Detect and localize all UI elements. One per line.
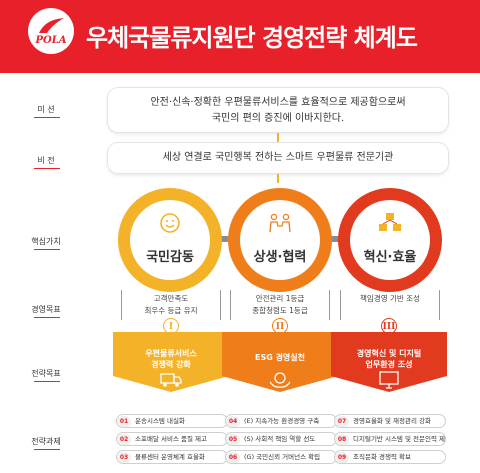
label-underline [34, 249, 60, 250]
core-value-label: 혁신·효율 [363, 250, 417, 265]
label-strategic-goals: 전략목표 [31, 369, 61, 378]
logo-text: POLA [35, 35, 67, 46]
task-item: 05 (S) 사회적 책임 역할 선도 [225, 432, 337, 446]
cubes-icon [379, 213, 401, 231]
core-value-label: 국민감동 [146, 250, 194, 265]
label-underline [34, 317, 60, 318]
label-management-goals: 경영목표 [31, 305, 61, 314]
management-goal-2: 안전관리 1등급 종합청렴도 1등급 [230, 290, 330, 320]
label-underline [34, 117, 60, 118]
task-item: 01 운송시스템 내실화 [116, 414, 228, 428]
label-mission: 미 션 [37, 105, 55, 114]
esg-hands-icon [269, 372, 291, 388]
people-icon [269, 213, 291, 233]
strategic-goal-1: 우편물류서비스 경쟁력 강화 [113, 332, 229, 376]
connector-line [277, 174, 279, 183]
core-value-circle-2: 상생·협력 [228, 188, 332, 292]
core-value-circle-3: 혁신·효율 [338, 188, 442, 292]
task-item: 04 (E) 지속가능 환경경영 구축 [225, 414, 337, 428]
mission-box: 안전·신속·정확한 우편물류서비스를 효율적으로 제공함으로써 국민의 편의 증… [108, 88, 448, 132]
monitor-icon [379, 371, 399, 389]
pola-logo: POLA [28, 8, 74, 54]
management-goal-3: 책임경영 기반 조성 [340, 290, 440, 320]
core-value-label: 상생·협력 [253, 250, 307, 265]
task-item: 02 소포배달 서비스 품질 제고 [116, 432, 228, 446]
header-bar: POLA 우체국물류지원단 경영전략 체계도 [0, 0, 480, 73]
task-item: 07 경영효율화 및 재정관리 강화 [334, 414, 446, 428]
management-goal-1: 고객만족도 최우수 등급 유지 [121, 290, 221, 320]
page-title: 우체국물류지원단 경영전략 체계도 [86, 24, 418, 52]
strategic-goal-2: ESG 경영실천 [222, 332, 338, 376]
strategic-goal-3: 경영혁신 및 디지털 업무환경 조성 [331, 332, 447, 376]
label-vision: 비 전 [37, 156, 55, 165]
label-underline [34, 168, 60, 169]
smile-icon [160, 213, 180, 233]
task-item: 09 조직문화 경쟁력 확보 [334, 450, 446, 464]
label-underline [34, 449, 60, 450]
banner-tip [113, 376, 229, 392]
connector-line [277, 133, 279, 142]
vision-box: 세상 연결로 국민행복 전하는 스마트 우편물류 전문기관 [108, 143, 448, 173]
wing-icon [39, 18, 64, 33]
label-core-values: 핵심가치 [31, 237, 61, 246]
mission-line-2: 국민의 편의 증진에 이바지한다. [211, 113, 345, 124]
core-value-circle-1: 국민감동 [118, 188, 222, 292]
task-item: 06 (G) 국민신뢰 거버넌스 확립 [225, 450, 337, 464]
banner-tip [222, 376, 338, 392]
truck-icon [160, 373, 182, 387]
label-strategic-tasks: 전략과제 [31, 437, 61, 446]
task-item: 08 디지털기반 시스템 및 전문인력 제고 [334, 432, 446, 446]
task-item: 03 물류센터 운영체계 효율화 [116, 450, 228, 464]
label-underline [34, 381, 60, 382]
mission-line-1: 안전·신속·정확한 우편물류서비스를 효율적으로 제공함으로써 [150, 97, 406, 108]
